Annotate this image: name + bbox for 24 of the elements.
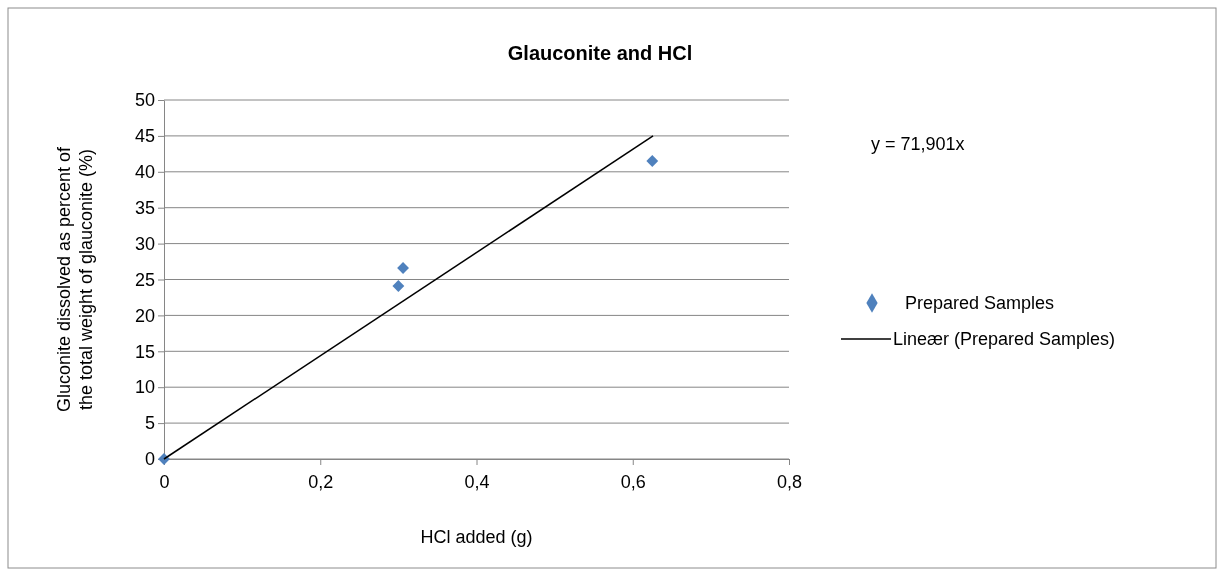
y-axis-title: Gluconite dissolved as percent of the total weight of glauconite (%)	[54, 145, 96, 413]
y-tick-label: 15	[134, 341, 155, 362]
y-tick-label: 50	[134, 90, 155, 111]
y-tick-label: 45	[134, 126, 155, 147]
x-tick-label: 0	[159, 471, 170, 492]
y-tick-label: 20	[134, 305, 155, 326]
point	[392, 280, 405, 292]
x-tick-label: 0,4	[464, 471, 490, 492]
legend-label: Prepared Samples	[905, 293, 1055, 313]
x-tick-label: 0,6	[620, 471, 646, 492]
y-tick-label: 10	[134, 377, 155, 398]
y-tick-label: 30	[134, 233, 155, 254]
y-tick-label: 40	[134, 162, 155, 183]
chart-title: Glauconite and HCl	[507, 42, 693, 64]
text: y = 71,901x	[871, 134, 965, 154]
y-tick-label: 25	[134, 269, 155, 290]
y-tick-label: 35	[134, 197, 155, 218]
x-axis-title: HCl added (g)	[420, 527, 533, 547]
y-tick-label: 0	[144, 449, 155, 470]
y-tick-label: 5	[144, 413, 155, 434]
x-tick-label: 0,2	[308, 471, 334, 492]
point	[646, 155, 659, 167]
legend-label: Lineær (Prepared Samples)	[893, 329, 1116, 349]
x-tick-label: 0,8	[776, 471, 803, 492]
